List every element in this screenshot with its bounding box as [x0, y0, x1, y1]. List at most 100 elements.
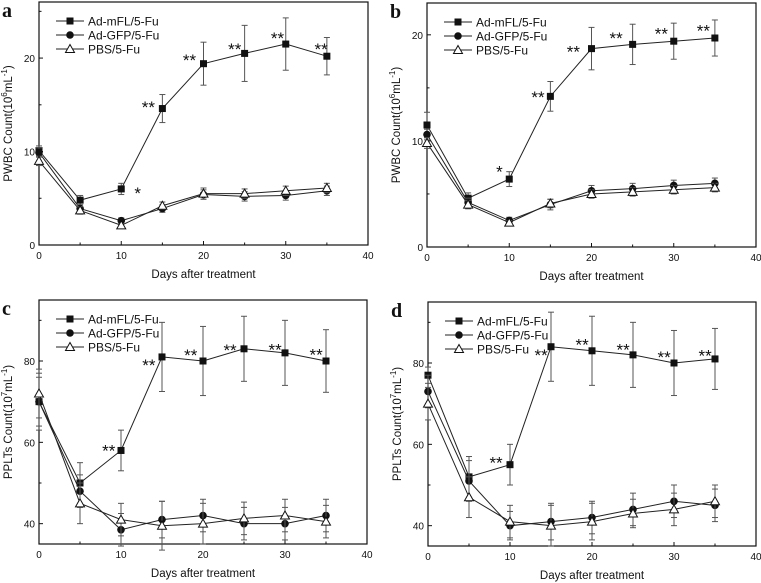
data-point: [505, 175, 513, 183]
data-point: [586, 188, 597, 198]
legend-marker: [64, 341, 76, 351]
y-axis-label-part: PWBC Count(10: [391, 98, 403, 183]
panel-label: c: [2, 298, 11, 320]
x-tick-label: 40: [750, 552, 761, 563]
series-line: [427, 391, 716, 527]
significance-marker: **: [576, 336, 590, 355]
x-tick-label: 10: [115, 550, 127, 561]
series-line: [38, 43, 328, 201]
data-point: [670, 37, 678, 45]
y-axis-label-part: 7: [389, 393, 398, 398]
x-tick-label: 0: [424, 253, 430, 264]
data-point: [280, 185, 292, 195]
series-square: Ad-mFL/5-Fu: [423, 16, 719, 205]
data-point: [668, 503, 680, 514]
data-point: [546, 92, 554, 100]
series-line: [426, 134, 715, 222]
x-tick-label: 40: [361, 550, 373, 561]
legend-marker: [64, 43, 76, 53]
series-line: [426, 37, 715, 199]
legend-marker: [453, 343, 465, 353]
x-tick-label: 30: [280, 251, 292, 262]
significance-marker: **: [142, 356, 156, 375]
data-point: [156, 520, 168, 530]
significance-marker: **: [489, 454, 503, 473]
data-point: [117, 446, 125, 454]
significance-marker: **: [655, 25, 669, 44]
y-axis-label-part: mL: [3, 375, 15, 392]
series-triangle: PBS/5-Fu: [33, 341, 332, 551]
data-point: [240, 345, 248, 353]
legend-marker: [66, 329, 74, 337]
x-tick-label: 30: [668, 552, 680, 563]
data-point: [320, 516, 332, 526]
data-point: [629, 40, 637, 48]
significance-marker: **: [617, 341, 631, 360]
series-line: [426, 142, 715, 224]
x-tick-label: 10: [116, 251, 128, 262]
y-axis-label: PWBC Count(106mL-1): [388, 67, 403, 184]
y-axis-label: PPLTs Count(107mL-1): [0, 365, 15, 479]
significance-marker: **: [610, 29, 624, 48]
data-point: [547, 343, 555, 351]
significance-marker: **: [658, 348, 672, 367]
y-tick-label: 10: [412, 137, 424, 148]
y-axis-label-part: ): [3, 365, 15, 369]
x-tick-label: 0: [425, 552, 431, 563]
significance-marker: **: [269, 341, 283, 360]
y-tick-label: 0: [29, 241, 35, 252]
data-point: [627, 507, 639, 518]
y-tick-label: 20: [412, 31, 424, 42]
legend-marker: [66, 31, 74, 39]
data-point: [711, 355, 719, 363]
y-axis-label-part: -1: [389, 370, 398, 378]
y-tick-label: 60: [413, 440, 425, 451]
series-line: [427, 403, 716, 527]
x-axis-label: Days after treatment: [151, 269, 256, 281]
x-axis-label: Days after treatment: [540, 570, 645, 582]
y-axis-label-part: PWBC Count(10: [3, 97, 15, 182]
data-point: [281, 349, 289, 357]
legend-label: Ad-mFL/5-Fu: [88, 313, 159, 327]
significance-marker: **: [310, 345, 324, 364]
y-tick-label: 60: [24, 438, 36, 449]
legend-marker: [454, 18, 462, 26]
data-point: [668, 184, 680, 194]
data-point: [462, 199, 474, 209]
y-axis-label-part: ): [392, 367, 404, 371]
significance-marker: **: [697, 21, 711, 40]
data-point: [33, 388, 45, 398]
data-point: [588, 347, 596, 355]
x-tick-label: 30: [668, 253, 680, 264]
legend-marker: [455, 317, 463, 325]
y-axis-label-part: ): [3, 65, 15, 69]
panel-b: b 0 10 20 30 40 0 10 20 Days after treatment PWBC …: [388, 1, 761, 283]
data-point: [117, 185, 125, 193]
data-point: [545, 197, 556, 208]
x-tick-label: 20: [586, 253, 598, 264]
series-square: Ad-mFL/5-Fu: [35, 15, 331, 206]
x-tick-label: 10: [504, 552, 516, 563]
y-axis-label-part: PPLTs Count(10: [392, 398, 404, 481]
legend-label: PBS/5-Fu: [88, 43, 140, 57]
significance-marker: **: [184, 346, 198, 365]
x-tick-label: 20: [198, 251, 210, 262]
data-point: [423, 121, 431, 129]
panel-c: c 0 10 20 30 40 40 60 80 Days after treatment PPLT…: [0, 298, 373, 580]
significance-marker: **: [223, 341, 237, 360]
series-line: [38, 348, 327, 484]
legend-label: PBS/5-Fu: [476, 44, 528, 58]
legend-label: Ad-GFP/5-Fu: [88, 327, 159, 341]
data-point: [323, 52, 331, 60]
series-triangle: PBS/5-Fu: [33, 43, 333, 230]
x-tick-label: 0: [36, 550, 42, 561]
series-triangle: PBS/5-Fu: [421, 44, 721, 227]
significance-marker: **: [271, 29, 285, 48]
x-axis-label: Days after treatment: [539, 271, 644, 283]
legend-marker: [66, 315, 74, 323]
data-point: [35, 148, 43, 157]
data-point: [197, 518, 209, 528]
x-tick-label: 20: [197, 550, 209, 561]
data-point: [76, 196, 84, 204]
y-axis-label-part: mL: [392, 377, 404, 394]
